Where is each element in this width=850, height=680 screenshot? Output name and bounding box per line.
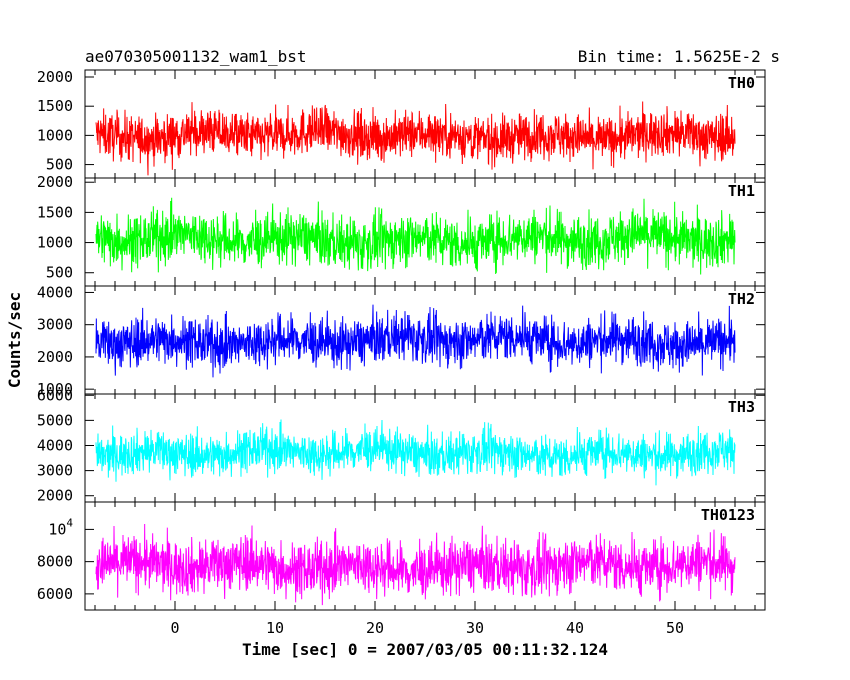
y-tick-label: 500 [46, 156, 73, 174]
y-tick-label: 1000 [37, 380, 73, 398]
chart-title: ae070305001132_wam1_bst [85, 47, 307, 66]
panel-label: TH2 [728, 290, 755, 308]
bin-time-label: Bin time: 1.5625E-2 s [578, 47, 780, 66]
y-tick-label: 500 [46, 264, 73, 282]
y-tick-label: 5000 [37, 411, 73, 429]
panel-label: TH3 [728, 398, 755, 416]
y-tick-label: 8000 [37, 553, 73, 571]
y-tick-label: 104 [48, 516, 73, 538]
y-tick-label: 1500 [37, 97, 73, 115]
y-tick-label: 1000 [37, 126, 73, 144]
y-axis-title: Counts/sec [5, 292, 24, 388]
series-line-th2 [95, 304, 736, 378]
panel-th1: 500 1000 1500 2000 TH1 [37, 173, 766, 287]
series-line-th1 [95, 197, 736, 275]
y-tick-label: 2000 [37, 348, 73, 366]
y-tick-label: 2000 [37, 68, 73, 86]
y-tick-label: 2000 [37, 173, 73, 191]
panel-frame [84, 501, 766, 611]
x-tick-label: 30 [466, 619, 484, 637]
y-tick-label: 6000 [37, 585, 73, 603]
series-line-th3 [95, 419, 736, 486]
y-tick-exponent: 4 [66, 516, 73, 529]
panel-label: TH1 [728, 182, 755, 200]
y-tick-label: 1000 [37, 234, 73, 252]
x-tick-label: 40 [566, 619, 584, 637]
y-tick-label: 4000 [37, 283, 73, 301]
x-axis-title: Time [sec] 0 = 2007/03/05 00:11:32.124 [242, 640, 608, 659]
y-tick-label: 4000 [37, 436, 73, 454]
panel-th2: 1000 2000 3000 4000 TH2 [37, 283, 766, 398]
series-line-th0 [95, 101, 736, 176]
panel-label: TH0123 [701, 506, 755, 524]
x-tick-label: 10 [266, 619, 284, 637]
x-tick-label: 0 [170, 619, 179, 637]
y-tick-label: 3000 [37, 316, 73, 334]
y-tick-label: 6000 [37, 386, 73, 404]
x-tick-label: 20 [366, 619, 384, 637]
panel-label: TH0 [728, 74, 755, 92]
panel-th0123: 6000 8000 104 TH0123 [37, 501, 766, 611]
y-tick-label: 1500 [37, 203, 73, 221]
panel-th0: 500 1000 1500 2000 TH0 [37, 68, 766, 179]
series-line-th0123 [95, 523, 736, 606]
panel-th3: 2000 3000 4000 5000 6000 TH3 [37, 386, 766, 505]
y-tick-label: 2000 [37, 487, 73, 505]
x-tick-label: 50 [666, 619, 684, 637]
y-tick-label: 3000 [37, 462, 73, 480]
